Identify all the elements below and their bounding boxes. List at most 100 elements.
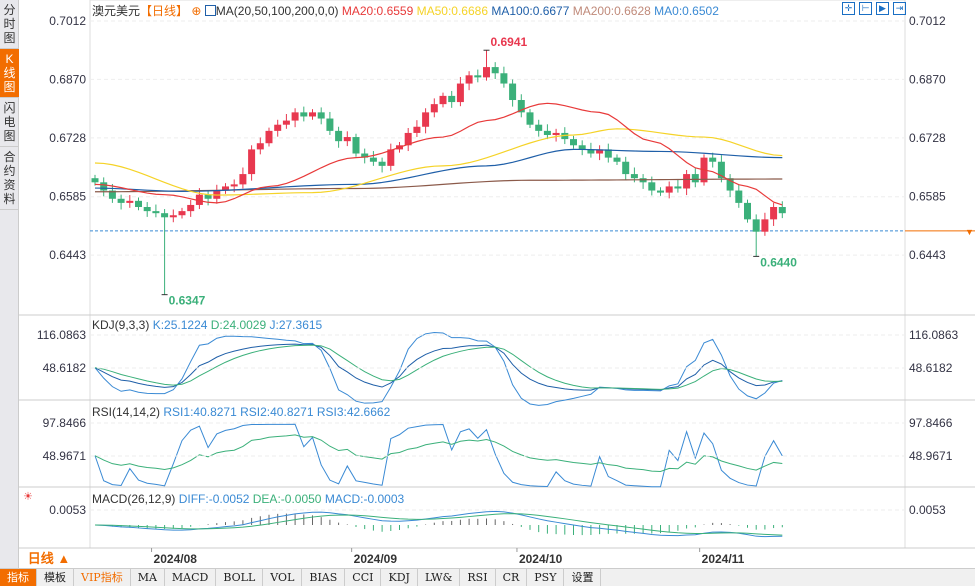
candle	[343, 137, 351, 142]
candle	[483, 67, 490, 78]
tab-kline[interactable]: K线图	[0, 49, 19, 98]
candle	[143, 207, 151, 212]
candle	[282, 120, 290, 125]
candle	[648, 182, 656, 191]
candle	[369, 157, 377, 162]
candle	[683, 174, 691, 189]
price-tick-left: 0.6443	[49, 248, 86, 262]
candle	[474, 75, 482, 78]
candle	[578, 145, 586, 150]
candle	[439, 95, 447, 105]
candle	[413, 126, 421, 133]
candle	[622, 161, 630, 175]
ma50-line	[94, 128, 783, 196]
kdj-k: K:25.1224	[152, 318, 208, 332]
toolbar-2[interactable]: VIP指标	[74, 569, 131, 586]
candle	[570, 139, 577, 146]
candle	[248, 149, 256, 175]
settings-sun-icon[interactable]: ☀	[23, 491, 33, 503]
extreme-label: 0.6440	[760, 255, 797, 269]
candle	[300, 112, 308, 117]
candle	[169, 215, 177, 218]
toolbar-0[interactable]: 指标	[0, 569, 37, 586]
sidebar: 分时图 K线图 闪电图 合约资料	[0, 0, 19, 586]
candle	[117, 198, 125, 203]
candle	[552, 132, 560, 135]
candle	[309, 112, 316, 117]
toolbar-7[interactable]: BIAS	[302, 569, 346, 586]
candle	[326, 118, 334, 131]
toolbar-8[interactable]: CCI	[345, 569, 382, 586]
macd_ticks-left: 0.0053	[49, 503, 86, 517]
x-tick-label: 2024/11	[702, 552, 745, 566]
toolbar-6[interactable]: VOL	[263, 569, 303, 586]
toolbar-12[interactable]: CR	[496, 569, 528, 586]
candle	[265, 130, 273, 144]
zoom-range-icon[interactable]: ⊢	[859, 2, 872, 15]
candle	[135, 200, 142, 208]
ma-label[interactable]: MA(20,50,100,200,0,0)	[215, 4, 339, 18]
play-icon[interactable]: ▶	[876, 2, 889, 15]
kdj-legend: KDJ(9,3,3) K:25.1224 D:24.0029 J:27.3615	[92, 318, 322, 332]
candle	[561, 132, 569, 140]
candle	[126, 200, 134, 203]
candle	[422, 112, 430, 127]
ma0-value: MA0:0.6502	[654, 4, 719, 18]
crosshair-icon[interactable]: ⊕	[191, 4, 202, 18]
crosshair-tool-icon[interactable]: ✛	[842, 2, 855, 15]
rsi_ticks-right: 48.9671	[909, 449, 953, 463]
period-selector[interactable]: 日线 ▲	[27, 551, 71, 566]
tab-timeshare[interactable]: 分时图	[0, 0, 19, 49]
rsi-name: RSI(14,14,2)	[92, 405, 161, 419]
candle	[761, 219, 769, 232]
candle	[274, 124, 282, 131]
price-tick-left: 0.7012	[49, 14, 86, 28]
price-tick-left: 0.6585	[49, 190, 86, 204]
indicator-toolbar: 指标 模板 VIP指标 MA MACD BOLL VOL BIAS CCI KDJ LW& RSI CR…	[0, 568, 975, 586]
move-right-icon[interactable]: ⇥	[893, 2, 906, 15]
toolbar-9[interactable]: KDJ	[381, 569, 418, 586]
toolbar-14[interactable]: 设置	[564, 569, 602, 586]
kline-chart[interactable]: 0.7012 0.7012 0.6870 0.6870 0.6728 0.6728 0.65…	[19, 0, 975, 568]
macd-legend: MACD(26,12,9) DIFF:-0.0052 DEA:-0.0050 M…	[92, 492, 404, 506]
toolbar-10[interactable]: LW&	[418, 569, 461, 586]
extreme-label: 0.6347	[169, 294, 206, 308]
ma200-line	[94, 178, 783, 193]
candle	[230, 184, 238, 187]
candle	[195, 194, 203, 205]
candle	[91, 178, 99, 183]
rsi-line-1	[94, 434, 783, 472]
candle	[456, 83, 464, 103]
ma-chart-icon[interactable]	[204, 5, 216, 16]
tab-contract-info[interactable]: 合约资料	[0, 147, 19, 210]
kdj-line-0	[94, 332, 783, 406]
candle	[526, 112, 534, 125]
tab-flash[interactable]: 闪电图	[0, 98, 19, 147]
candle	[517, 100, 525, 113]
macd-diff: DIFF:-0.0052	[178, 492, 250, 506]
price-tick-left: 0.6728	[49, 131, 86, 145]
kdj-line-2	[94, 344, 783, 390]
period-tag[interactable]: 【日线】	[140, 4, 189, 18]
candle	[291, 112, 299, 121]
ma20-value: MA20:0.6559	[341, 4, 414, 18]
candle	[387, 149, 395, 166]
rsi-legend: RSI(14,14,2) RSI1:40.8271 RSI2:40.8271 R…	[92, 405, 390, 419]
ma100-value: MA100:0.6677	[491, 4, 570, 18]
macd-line-1	[94, 513, 783, 536]
toolbar-11[interactable]: RSI	[460, 569, 496, 586]
candle	[613, 157, 621, 162]
candle	[674, 186, 682, 189]
toolbar-1[interactable]: 模板	[37, 569, 74, 586]
candle	[543, 130, 551, 135]
toolbar-3[interactable]: MA	[131, 569, 165, 586]
toolbar-5[interactable]: BOLL	[216, 569, 264, 586]
candle	[778, 207, 786, 214]
candle	[587, 149, 595, 154]
candle	[744, 202, 751, 220]
toolbar-4[interactable]: MACD	[165, 569, 217, 586]
x-tick-label: 2024/10	[519, 552, 563, 566]
candle	[735, 190, 743, 203]
macd-name: MACD(26,12,9)	[92, 492, 176, 506]
toolbar-13[interactable]: PSY	[527, 569, 565, 586]
